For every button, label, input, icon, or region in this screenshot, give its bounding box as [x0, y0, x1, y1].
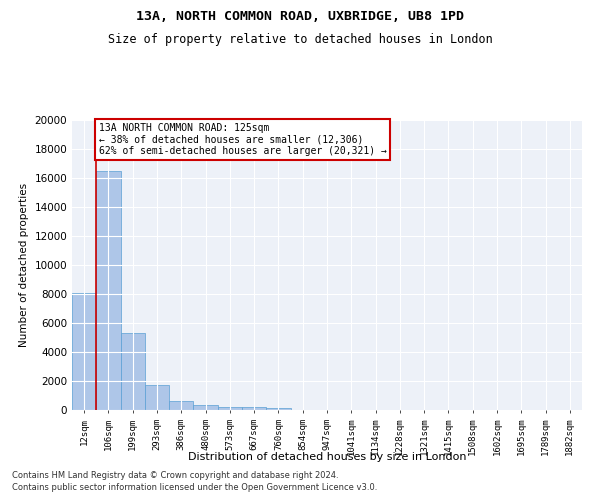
Bar	[218, 407, 242, 410]
Bar	[242, 408, 266, 410]
Text: Size of property relative to detached houses in London: Size of property relative to detached ho…	[107, 32, 493, 46]
Bar	[169, 400, 193, 410]
Text: Distribution of detached houses by size in London: Distribution of detached houses by size …	[188, 452, 466, 462]
Y-axis label: Number of detached properties: Number of detached properties	[19, 183, 29, 347]
Bar	[72, 294, 96, 410]
Bar	[145, 384, 169, 410]
Bar	[193, 406, 218, 410]
Text: Contains HM Land Registry data © Crown copyright and database right 2024.: Contains HM Land Registry data © Crown c…	[12, 471, 338, 480]
Bar	[266, 408, 290, 410]
Bar	[121, 333, 145, 410]
Text: 13A NORTH COMMON ROAD: 125sqm
← 38% of detached houses are smaller (12,306)
62% : 13A NORTH COMMON ROAD: 125sqm ← 38% of d…	[99, 123, 386, 156]
Text: Contains public sector information licensed under the Open Government Licence v3: Contains public sector information licen…	[12, 484, 377, 492]
Bar	[96, 171, 121, 410]
Text: 13A, NORTH COMMON ROAD, UXBRIDGE, UB8 1PD: 13A, NORTH COMMON ROAD, UXBRIDGE, UB8 1P…	[136, 10, 464, 23]
